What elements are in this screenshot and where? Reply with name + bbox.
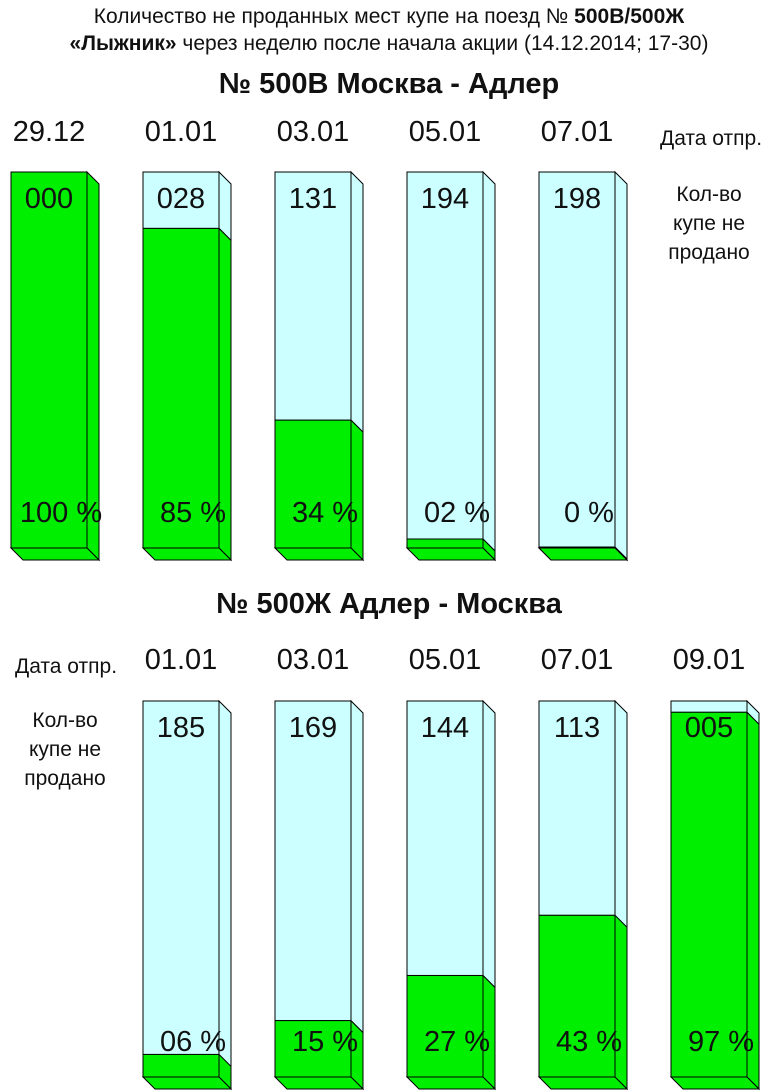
bar-sold-segment-bottom [405, 1076, 497, 1090]
bar-sold-segment-front [670, 711, 748, 1078]
unsold-count-label: 028 [157, 183, 205, 215]
bar-unsold-segment [537, 170, 629, 562]
chart-title-prefix: Количество не проданных мест купе на пое… [93, 5, 575, 28]
bar-unsold-segment-side [614, 699, 628, 929]
percent-sold-label: 85 % [160, 497, 226, 529]
bar-unsold-segment-side [482, 699, 496, 989]
percent-sold-label: 34 % [292, 497, 358, 529]
percent-sold-label: 27 % [424, 1026, 490, 1058]
unsold-count-label: 005 [685, 712, 733, 744]
count-label-line: Кол-во [32, 709, 98, 732]
bar-unsold-segment-front [274, 171, 352, 421]
bar-unsold-segment-front [406, 171, 484, 540]
bar-sold-segment [9, 170, 101, 562]
bar-unsold-segment-front [670, 700, 748, 713]
date-label: 07.01 [540, 644, 614, 676]
chart-title-train-name: «Лыжник» [69, 32, 177, 55]
percent-sold-label: 06 % [160, 1026, 226, 1058]
chart-title-line-2: «Лыжник» через неделю после начала акции… [0, 31, 778, 57]
bar-unsold-segment-front [274, 700, 352, 1022]
chart-title-rest: через неделю после начала акции (14.12.2… [176, 32, 709, 55]
count-label-line: купе не [28, 738, 102, 761]
date-label: 09.01 [672, 644, 746, 676]
bar-unsold-segment [538, 699, 628, 929]
date-label: 05.01 [408, 116, 482, 148]
bar-unsold-segment [274, 699, 364, 1034]
count-label-line: купе не [672, 212, 746, 235]
date-label: 29.12 [12, 116, 86, 148]
chart-title-line-1: Количество не проданных мест купе на пое… [0, 4, 778, 30]
date-axis-label-500zh: Дата отпр. [14, 655, 118, 678]
bar-sold-segment-front [406, 538, 484, 549]
percent-sold-label: 0 % [564, 497, 614, 529]
count-label-line: Кол-во [676, 183, 742, 206]
chart-title-train-number: 500В/500Ж [574, 5, 685, 28]
bar-sold-segment [273, 418, 365, 562]
bar-sold-segment-front [274, 1020, 352, 1078]
bar-unsold-segment [274, 170, 364, 434]
date-label: 01.01 [144, 116, 218, 148]
unsold-count-label: 131 [289, 183, 337, 215]
bar-sold-segment [537, 545, 629, 562]
bar-sold-segment-front [538, 914, 616, 1078]
section-title-500v: № 500В Москва - Адлер [218, 68, 560, 100]
bar-unsold-segment [406, 170, 496, 553]
bar-sold-segment-bottom [669, 1076, 761, 1090]
bar-sold-segment-bottom [537, 1076, 629, 1090]
bar-unsold-segment-side [218, 699, 232, 1068]
bar-sold-segment [141, 1053, 233, 1090]
bar-unsold-segment [142, 699, 232, 1068]
bar-unsold-segment-front [406, 700, 484, 976]
unsold-count-label: 000 [25, 183, 73, 215]
bar-sold-segment-bottom [273, 1076, 365, 1090]
bar-sold-segment-front [10, 171, 88, 549]
percent-sold-label: 100 % [20, 497, 102, 529]
bar-unsold-segment-front [538, 700, 616, 916]
date-label: 03.01 [276, 644, 350, 676]
unsold-count-label: 198 [553, 183, 601, 215]
bar-sold-segment-front [274, 419, 352, 549]
unsold-count-label: 113 [554, 712, 600, 744]
bar-sold-segment-front [406, 974, 484, 1078]
bar-unsold-segment-front [142, 700, 220, 1055]
unsold-count-label: 144 [421, 712, 469, 744]
bar-unsold-segment-front [538, 171, 616, 549]
percent-sold-label: 15 % [292, 1026, 358, 1058]
percent-sold-label: 97 % [688, 1026, 754, 1058]
bar-sold-segment [273, 1019, 365, 1090]
section-title-500zh: № 500Ж Адлер - Москва [216, 588, 562, 620]
unsold-count-label: 169 [289, 712, 337, 744]
bar-unsold-segment-side [350, 699, 364, 1034]
date-label: 07.01 [540, 116, 614, 148]
bar-sold-segment-side [614, 914, 628, 1090]
count-label-line: продано [24, 767, 106, 790]
bar-sold-segment [405, 537, 497, 562]
count-axis-label-500v: Кол-во купе не продано [654, 180, 764, 267]
bar-sold-segment-front [142, 227, 220, 549]
bar-sold-segment [669, 711, 761, 1090]
bar-sold-segment [141, 227, 233, 562]
bar-sold-segment-bottom [141, 1076, 233, 1090]
bar-sold-segment-front [538, 546, 616, 549]
percent-sold-label: 43 % [556, 1026, 622, 1058]
bar-sold-segment-front [142, 1053, 220, 1078]
bar-unsold-segment [142, 170, 232, 242]
bar-sold-segment [405, 974, 497, 1090]
bar-sold-segment [537, 914, 629, 1090]
count-label-line: продано [668, 241, 750, 264]
date-label: 05.01 [408, 644, 482, 676]
date-axis-label-500v: Дата отпр. [659, 127, 763, 150]
percent-sold-label: 02 % [424, 497, 490, 529]
date-label: 01.01 [144, 644, 218, 676]
unsold-count-label: 194 [421, 183, 469, 215]
bar-unsold-segment [406, 699, 496, 989]
bar-unsold-segment-front [142, 171, 220, 229]
count-axis-label-500zh: Кол-во купе не продано [10, 706, 120, 793]
unsold-count-label: 185 [157, 712, 205, 744]
date-label: 03.01 [276, 116, 350, 148]
